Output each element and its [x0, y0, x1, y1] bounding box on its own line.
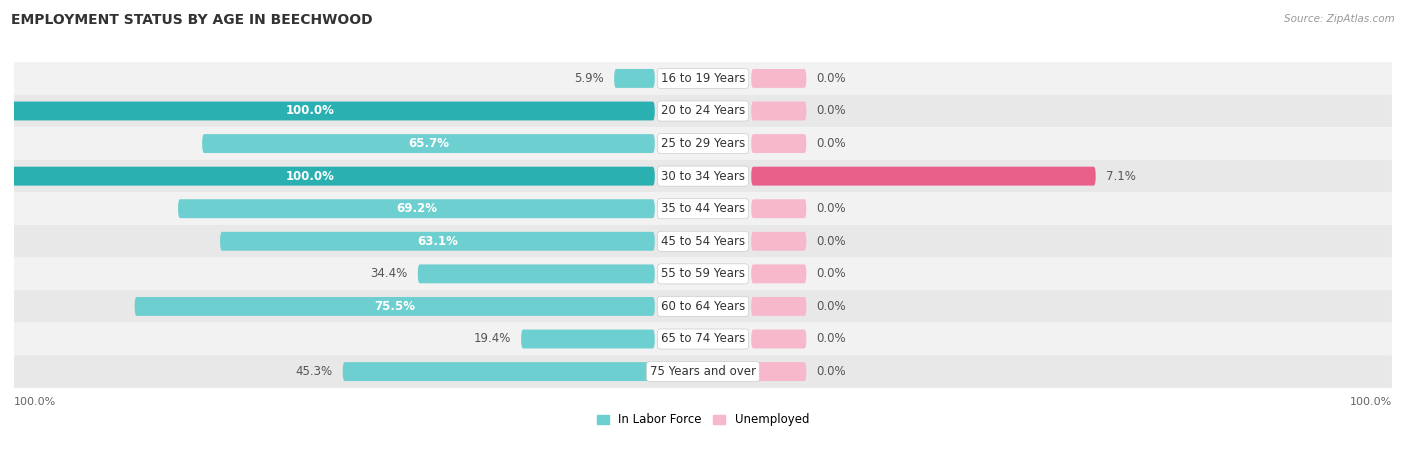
- Text: 5.9%: 5.9%: [574, 72, 603, 85]
- FancyBboxPatch shape: [751, 166, 1095, 185]
- Text: 19.4%: 19.4%: [474, 333, 510, 346]
- Text: 100.0%: 100.0%: [14, 397, 56, 407]
- FancyBboxPatch shape: [14, 62, 1392, 94]
- FancyBboxPatch shape: [751, 362, 807, 381]
- FancyBboxPatch shape: [751, 102, 807, 121]
- Text: 7.1%: 7.1%: [1107, 170, 1136, 183]
- FancyBboxPatch shape: [418, 265, 655, 284]
- FancyBboxPatch shape: [0, 166, 655, 185]
- Text: 0.0%: 0.0%: [817, 235, 846, 248]
- Text: 0.0%: 0.0%: [817, 104, 846, 117]
- FancyBboxPatch shape: [14, 290, 1392, 323]
- FancyBboxPatch shape: [14, 127, 1392, 160]
- Text: 0.0%: 0.0%: [817, 300, 846, 313]
- FancyBboxPatch shape: [14, 257, 1392, 290]
- FancyBboxPatch shape: [14, 356, 1392, 388]
- Text: 55 to 59 Years: 55 to 59 Years: [661, 267, 745, 280]
- Text: 34.4%: 34.4%: [370, 267, 408, 280]
- FancyBboxPatch shape: [14, 160, 1392, 193]
- FancyBboxPatch shape: [221, 232, 655, 251]
- FancyBboxPatch shape: [14, 323, 1392, 356]
- Text: 60 to 64 Years: 60 to 64 Years: [661, 300, 745, 313]
- FancyBboxPatch shape: [751, 199, 807, 218]
- Text: 75.5%: 75.5%: [374, 300, 415, 313]
- Text: 0.0%: 0.0%: [817, 333, 846, 346]
- Legend: In Labor Force, Unemployed: In Labor Force, Unemployed: [592, 409, 814, 431]
- Text: 45 to 54 Years: 45 to 54 Years: [661, 235, 745, 248]
- Text: 69.2%: 69.2%: [396, 202, 437, 215]
- Text: EMPLOYMENT STATUS BY AGE IN BEECHWOOD: EMPLOYMENT STATUS BY AGE IN BEECHWOOD: [11, 14, 373, 27]
- FancyBboxPatch shape: [202, 134, 655, 153]
- FancyBboxPatch shape: [751, 297, 807, 316]
- FancyBboxPatch shape: [14, 94, 1392, 127]
- FancyBboxPatch shape: [14, 225, 1392, 257]
- Text: 20 to 24 Years: 20 to 24 Years: [661, 104, 745, 117]
- Text: 16 to 19 Years: 16 to 19 Years: [661, 72, 745, 85]
- FancyBboxPatch shape: [614, 69, 655, 88]
- FancyBboxPatch shape: [751, 329, 807, 348]
- Text: 0.0%: 0.0%: [817, 365, 846, 378]
- Text: 65.7%: 65.7%: [408, 137, 449, 150]
- Text: 100.0%: 100.0%: [1350, 397, 1392, 407]
- Text: 0.0%: 0.0%: [817, 72, 846, 85]
- FancyBboxPatch shape: [0, 102, 655, 121]
- Text: 0.0%: 0.0%: [817, 202, 846, 215]
- FancyBboxPatch shape: [14, 193, 1392, 225]
- Text: 25 to 29 Years: 25 to 29 Years: [661, 137, 745, 150]
- Text: 100.0%: 100.0%: [285, 104, 335, 117]
- FancyBboxPatch shape: [751, 69, 807, 88]
- Text: 65 to 74 Years: 65 to 74 Years: [661, 333, 745, 346]
- Text: 35 to 44 Years: 35 to 44 Years: [661, 202, 745, 215]
- FancyBboxPatch shape: [135, 297, 655, 316]
- Text: 0.0%: 0.0%: [817, 267, 846, 280]
- FancyBboxPatch shape: [343, 362, 655, 381]
- Text: Source: ZipAtlas.com: Source: ZipAtlas.com: [1284, 14, 1395, 23]
- FancyBboxPatch shape: [751, 265, 807, 284]
- Text: 63.1%: 63.1%: [418, 235, 458, 248]
- FancyBboxPatch shape: [751, 232, 807, 251]
- Text: 100.0%: 100.0%: [285, 170, 335, 183]
- Text: 75 Years and over: 75 Years and over: [650, 365, 756, 378]
- Text: 0.0%: 0.0%: [817, 137, 846, 150]
- FancyBboxPatch shape: [522, 329, 655, 348]
- Text: 30 to 34 Years: 30 to 34 Years: [661, 170, 745, 183]
- Text: 45.3%: 45.3%: [295, 365, 332, 378]
- FancyBboxPatch shape: [751, 134, 807, 153]
- FancyBboxPatch shape: [179, 199, 655, 218]
